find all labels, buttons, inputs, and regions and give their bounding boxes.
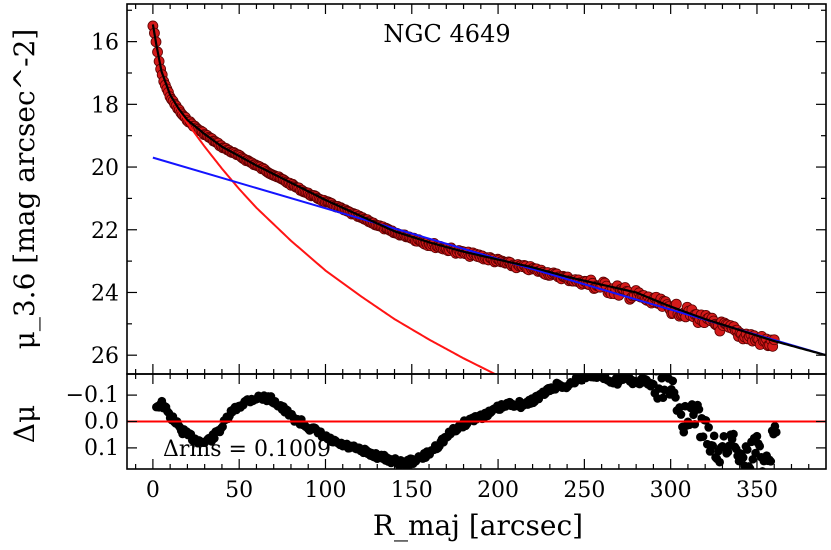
x-tick-label: 250 bbox=[563, 478, 605, 503]
x-tick-label: 350 bbox=[736, 478, 778, 503]
residual-point bbox=[745, 464, 755, 469]
residual-point bbox=[694, 405, 704, 414]
y-tick-label: 0.0 bbox=[84, 410, 119, 435]
y-tick-label: 0.1 bbox=[84, 436, 119, 461]
residual-panel: −0.10.00.1 0 50 100 150 200 250 300 350 Δrms = … bbox=[66, 373, 827, 503]
y-tick-label: 16 bbox=[91, 31, 119, 56]
bottom-x-ticks: 0 50 100 150 200 250 300 350 bbox=[135, 374, 810, 503]
x-tick-label: 150 bbox=[391, 478, 433, 503]
residual-point bbox=[752, 431, 762, 441]
y-axis-label-top: μ_3.6 [mag arcsec^-2] bbox=[8, 29, 41, 350]
surface-brightness-panel: 16 18 20 22 24 26 NGC 4649 bbox=[91, 3, 827, 375]
y-tick-label: −0.1 bbox=[66, 383, 119, 408]
x-tick-label: 300 bbox=[650, 478, 692, 503]
chart-title: NGC 4649 bbox=[383, 20, 510, 48]
bottom-y-ticks: −0.10.00.1 bbox=[66, 383, 826, 461]
y-axis-label-bottom: Δμ bbox=[8, 405, 41, 443]
residual-point bbox=[738, 453, 748, 462]
top-y-ticks: 16 18 20 22 24 26 bbox=[91, 9, 826, 369]
residual-point bbox=[708, 441, 718, 451]
total-model-line bbox=[151, 24, 826, 357]
residual-point bbox=[771, 427, 781, 437]
residual-point bbox=[743, 445, 752, 454]
data-points bbox=[147, 20, 780, 352]
rms-annotation-text: Δrms = 0.1009 bbox=[163, 437, 331, 462]
y-tick-label: 22 bbox=[91, 219, 119, 244]
residual-point bbox=[729, 429, 738, 439]
residual-point bbox=[210, 434, 219, 443]
residual-point bbox=[671, 393, 680, 402]
x-axis-label: R_maj [arcsec] bbox=[373, 509, 583, 542]
residual-point bbox=[698, 432, 708, 441]
residual-point bbox=[679, 427, 689, 437]
rms-annotation: Δrms = 0.1009 bbox=[163, 437, 331, 462]
residual-point bbox=[766, 457, 776, 466]
x-tick-label: 50 bbox=[225, 478, 253, 503]
x-tick-label: 100 bbox=[304, 478, 346, 503]
residual-point bbox=[709, 431, 719, 441]
bulge-component-line bbox=[151, 24, 498, 374]
y-tick-label: 26 bbox=[91, 344, 119, 369]
x-tick-label: 0 bbox=[146, 478, 160, 503]
residual-point bbox=[658, 393, 668, 403]
profile-series-layer bbox=[147, 20, 826, 374]
top-x-ticks bbox=[135, 4, 810, 374]
residual-point bbox=[676, 410, 686, 419]
residual-point bbox=[719, 431, 729, 441]
y-tick-label: 20 bbox=[91, 156, 119, 181]
residual-point bbox=[668, 376, 678, 386]
residual-point bbox=[755, 441, 765, 451]
y-tick-label: 24 bbox=[91, 281, 119, 306]
residual-series-layer bbox=[127, 374, 826, 469]
residual-point bbox=[701, 416, 711, 425]
residual-point bbox=[704, 423, 713, 432]
x-tick-label: 200 bbox=[477, 478, 519, 503]
y-tick-label: 18 bbox=[91, 93, 119, 118]
residual-point bbox=[715, 457, 724, 467]
